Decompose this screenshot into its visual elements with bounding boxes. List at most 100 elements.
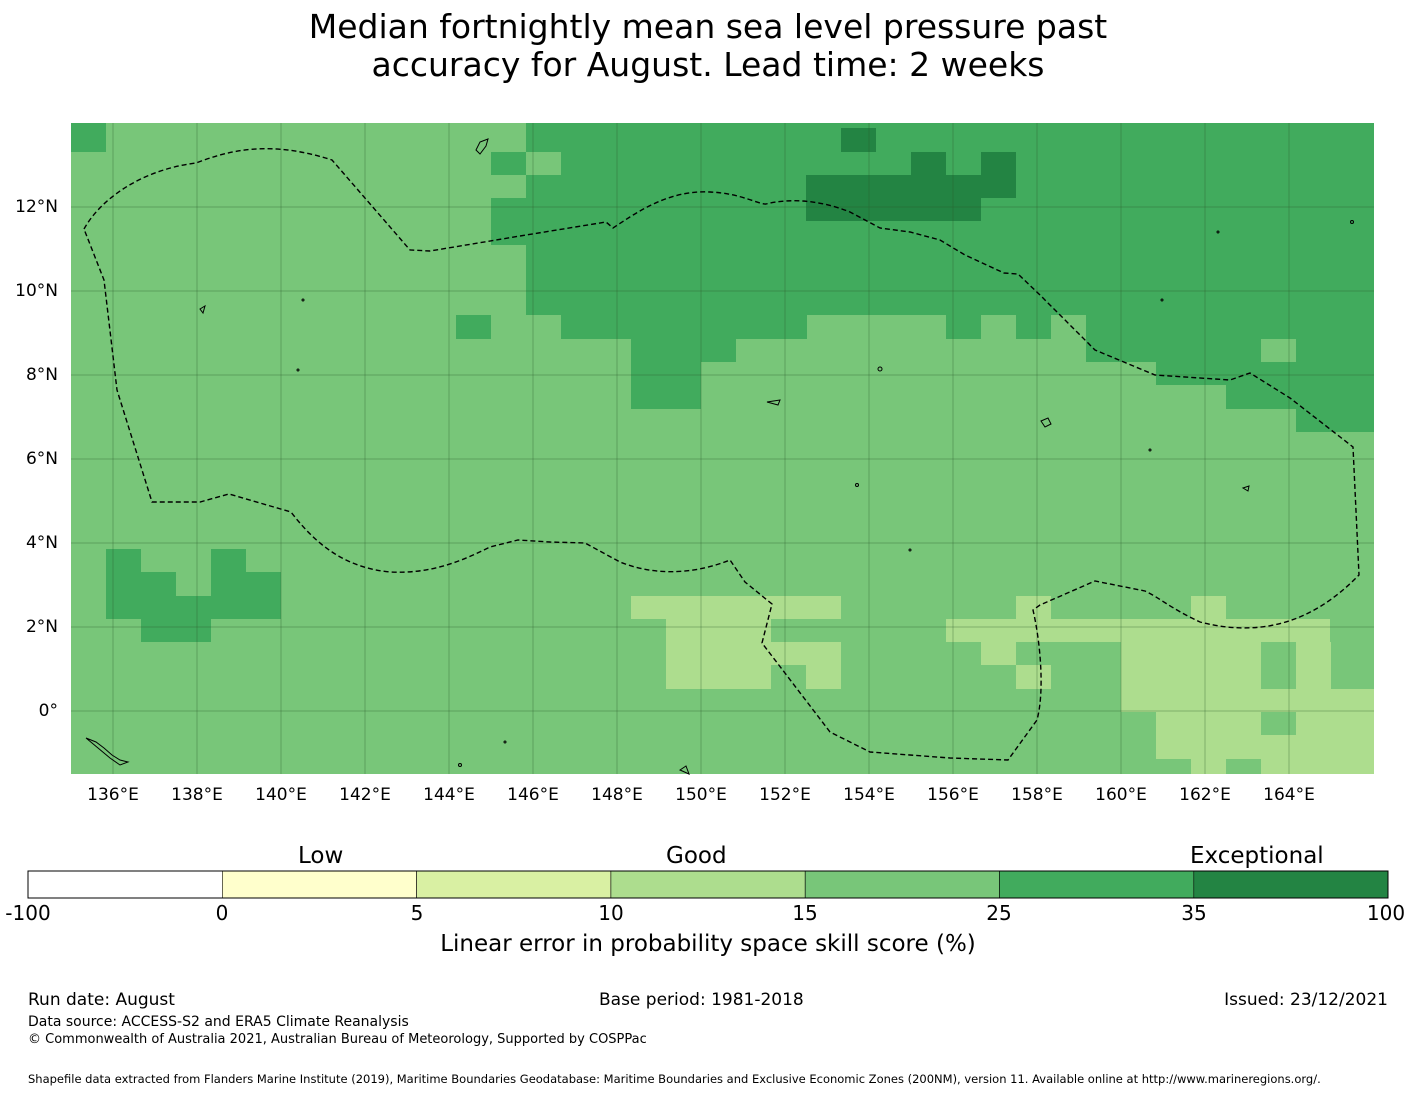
colorbar-axis-label: Linear error in probability space skill …	[440, 931, 976, 957]
island	[1040, 417, 1052, 428]
lon-label: 164°E	[1263, 785, 1315, 805]
map-panel	[71, 123, 1374, 775]
skill-cell	[561, 315, 807, 339]
skill-cell	[631, 339, 736, 362]
skill-region-15-25-inner	[1261, 642, 1366, 735]
skill-cell	[806, 665, 841, 689]
island	[199, 304, 206, 315]
title-line-1: Median fortnightly mean sea level pressu…	[308, 7, 1108, 46]
colorbar-category-exceptional: Exceptional	[1190, 843, 1324, 869]
island	[678, 765, 690, 775]
lat-label: 4°N	[25, 533, 58, 553]
skill-cell	[106, 549, 141, 619]
colorbar	[27, 870, 1389, 899]
skill-cell	[1191, 596, 1226, 619]
island	[1350, 220, 1354, 224]
copyright-notice: © Commonwealth of Australia 2021, Austra…	[28, 1032, 647, 1047]
skill-cell	[841, 128, 876, 152]
lat-label: 6°N	[25, 449, 58, 469]
skill-cell	[71, 123, 106, 152]
colorbar-tick: 35	[1181, 901, 1207, 925]
base-period: Base period: 1981-2018	[599, 990, 804, 1010]
shapefile-credit: Shapefile data extracted from Flanders M…	[28, 1072, 1321, 1086]
lat-label: 10°N	[15, 281, 58, 301]
skill-cell	[981, 315, 1016, 339]
skill-cell	[631, 596, 841, 619]
colorbar-box-3	[416, 870, 612, 899]
lon-label: 156°E	[927, 785, 979, 805]
colorbar-tick: 5	[410, 901, 424, 925]
island	[301, 298, 305, 302]
skill-cell	[946, 619, 1330, 642]
skill-cell	[141, 572, 176, 642]
lon-label: 138°E	[171, 785, 223, 805]
colorbar-frame	[27, 870, 1389, 899]
colorbar-box-7	[1193, 870, 1389, 899]
colorbar-category-good: Good	[666, 843, 727, 869]
skill-region-15-25-patches	[456, 123, 1296, 362]
colorbar-category-low: Low	[298, 843, 344, 869]
colorbar-box-5	[804, 870, 1000, 899]
skill-region-10-15	[631, 596, 1374, 774]
skill-cell	[1121, 642, 1331, 712]
skill-cell	[1016, 665, 1051, 689]
colorbar-tick: 15	[792, 901, 818, 925]
skill-cell	[981, 152, 1016, 175]
island	[766, 399, 781, 406]
island	[877, 366, 883, 372]
skill-cell	[1051, 315, 1086, 339]
skill-cell	[1261, 759, 1374, 774]
skill-cell	[806, 198, 981, 221]
skill-cell	[1261, 712, 1296, 735]
lon-label: 142°E	[339, 785, 391, 805]
colorbar-box-2	[222, 870, 417, 899]
skill-cell	[1331, 642, 1366, 689]
skill-cell	[1086, 315, 1374, 362]
title-line-2: accuracy for August. Lead time: 2 weeks	[371, 45, 1045, 84]
lon-label: 146°E	[507, 785, 559, 805]
island	[475, 138, 489, 155]
lon-label: 140°E	[255, 785, 307, 805]
island	[908, 548, 912, 552]
lon-label: 136°E	[87, 785, 139, 805]
skill-cell	[1261, 339, 1296, 362]
colorbar-tick: 100	[1366, 901, 1406, 925]
skill-cell	[246, 572, 281, 619]
skill-cell	[666, 619, 771, 689]
issued-date: Issued: 23/12/2021	[1224, 990, 1388, 1010]
colorbar-tick: -100	[5, 901, 51, 925]
lat-label: 0°	[38, 701, 58, 721]
island	[296, 368, 300, 372]
island	[458, 763, 462, 767]
skill-cell	[491, 152, 526, 175]
island	[85, 737, 130, 766]
skill-cell	[806, 175, 1016, 198]
colorbar-tick: 0	[215, 901, 229, 925]
island	[1148, 448, 1152, 452]
colorbar-box-4	[610, 870, 806, 899]
skill-cell	[981, 642, 1016, 665]
lat-label: 2°N	[25, 617, 58, 637]
skill-cell	[1331, 689, 1374, 712]
island	[1241, 485, 1250, 492]
lon-label: 152°E	[759, 785, 811, 805]
lat-label: 8°N	[25, 365, 58, 385]
lon-label: 154°E	[843, 785, 895, 805]
gridlines	[71, 123, 1374, 774]
skill-cell	[1016, 315, 1051, 339]
skill-cell	[1016, 596, 1051, 619]
skill-cell	[456, 123, 526, 152]
colorbar-tick: 10	[598, 901, 624, 925]
skill-cell	[1226, 385, 1374, 409]
skill-cell	[911, 152, 946, 175]
skill-cell	[631, 362, 701, 409]
skill-cell	[1191, 759, 1226, 774]
colorbar-box-1	[27, 870, 223, 899]
colorbar-box-6	[999, 870, 1195, 899]
skill-cell	[946, 315, 981, 339]
data-source: Data source: ACCESS-S2 and ERA5 Climate …	[28, 1014, 409, 1030]
skill-region-25-35	[71, 123, 1374, 642]
skill-cell	[491, 198, 526, 245]
islands	[85, 138, 1354, 775]
island	[503, 740, 507, 744]
